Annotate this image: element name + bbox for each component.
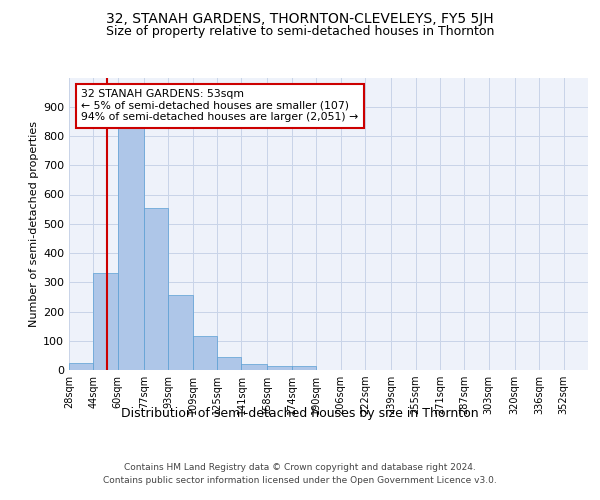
Bar — [94, 274, 118, 370]
Bar — [241, 364, 268, 370]
Text: Distribution of semi-detached houses by size in Thornton: Distribution of semi-detached houses by … — [121, 408, 479, 420]
Bar — [292, 366, 316, 370]
Text: Contains HM Land Registry data © Crown copyright and database right 2024.: Contains HM Land Registry data © Crown c… — [124, 462, 476, 471]
Text: 32, STANAH GARDENS, THORNTON-CLEVELEYS, FY5 5JH: 32, STANAH GARDENS, THORNTON-CLEVELEYS, … — [106, 12, 494, 26]
Text: 32 STANAH GARDENS: 53sqm
← 5% of semi-detached houses are smaller (107)
94% of s: 32 STANAH GARDENS: 53sqm ← 5% of semi-de… — [81, 89, 358, 122]
Bar — [144, 208, 168, 370]
Text: Contains public sector information licensed under the Open Government Licence v3: Contains public sector information licen… — [103, 476, 497, 485]
Bar — [168, 294, 193, 370]
Y-axis label: Number of semi-detached properties: Number of semi-detached properties — [29, 120, 39, 327]
Bar — [69, 362, 94, 370]
Bar — [118, 127, 144, 370]
Text: Size of property relative to semi-detached houses in Thornton: Size of property relative to semi-detach… — [106, 25, 494, 38]
Bar — [193, 336, 217, 370]
Bar — [268, 366, 292, 370]
Bar — [217, 358, 241, 370]
